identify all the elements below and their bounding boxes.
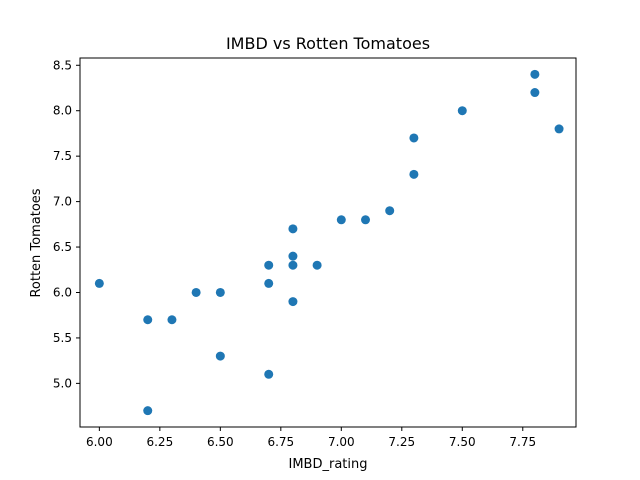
chart-title: IMBD vs Rotten Tomatoes bbox=[226, 34, 430, 53]
plot-frame bbox=[79, 57, 577, 428]
x-tick-label: 6.50 bbox=[207, 435, 234, 449]
x-tick-label: 6.75 bbox=[267, 435, 294, 449]
data-point bbox=[288, 251, 298, 261]
data-point bbox=[143, 406, 153, 416]
data-point bbox=[215, 287, 225, 297]
x-tick-label: 7.25 bbox=[388, 435, 415, 449]
data-point bbox=[264, 278, 274, 288]
data-point bbox=[312, 260, 322, 270]
data-point bbox=[288, 260, 298, 270]
data-point bbox=[336, 215, 346, 225]
data-point bbox=[94, 278, 104, 288]
y-tick-label: 6.5 bbox=[53, 240, 72, 254]
data-point bbox=[288, 224, 298, 234]
data-points bbox=[94, 69, 564, 416]
data-point bbox=[457, 106, 467, 116]
data-point bbox=[264, 369, 274, 379]
x-tick-label: 6.00 bbox=[86, 435, 113, 449]
y-tick-label: 6.0 bbox=[53, 285, 72, 299]
x-tick-label: 6.25 bbox=[146, 435, 173, 449]
data-point bbox=[215, 351, 225, 361]
x-tick-label: 7.75 bbox=[509, 435, 536, 449]
x-axis-label: IMBD_rating bbox=[289, 457, 368, 472]
y-tick-label: 5.5 bbox=[53, 331, 72, 345]
x-tick-label: 7.00 bbox=[328, 435, 355, 449]
y-axis-label: Rotten Tomatoes bbox=[29, 188, 44, 297]
data-point bbox=[554, 124, 564, 134]
data-point bbox=[288, 297, 298, 307]
y-tick-label: 8.5 bbox=[53, 58, 72, 72]
x-tick-label: 7.50 bbox=[449, 435, 476, 449]
y-tick-label: 7.5 bbox=[53, 149, 72, 163]
data-point bbox=[191, 287, 201, 297]
y-tick-label: 5.0 bbox=[53, 376, 72, 390]
data-point bbox=[530, 69, 540, 79]
data-point bbox=[361, 215, 371, 225]
data-point bbox=[409, 169, 419, 179]
data-point bbox=[143, 315, 153, 325]
data-point bbox=[385, 206, 395, 216]
data-point bbox=[167, 315, 177, 325]
y-tick-label: 7.0 bbox=[53, 195, 72, 209]
x-axis-ticks: 6.00 6.25 6.50 6.75 7.00 7.25 7.50 7.75 bbox=[86, 427, 536, 449]
y-axis-ticks: 5.0 5.5 6.0 6.5 7.0 7.5 8.0 8.5 bbox=[53, 58, 80, 390]
data-point bbox=[264, 260, 274, 270]
data-point bbox=[409, 133, 419, 143]
data-point bbox=[530, 88, 540, 98]
y-tick-label: 8.0 bbox=[53, 104, 72, 118]
